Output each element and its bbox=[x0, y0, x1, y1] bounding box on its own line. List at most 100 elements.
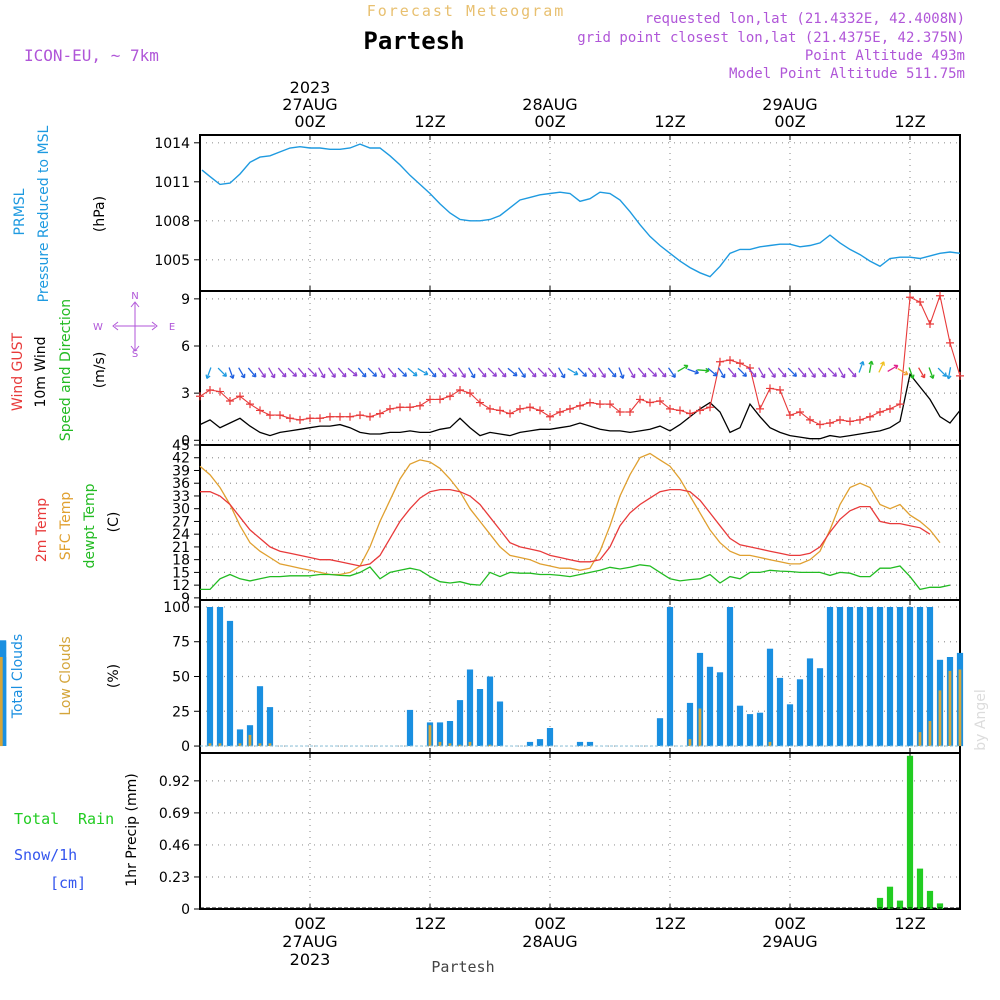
temperature-ytick-label-11: 42 bbox=[172, 451, 190, 467]
wind-arrow-16 bbox=[367, 367, 378, 378]
wind-arrow-43 bbox=[637, 367, 647, 378]
temp-label-dewpt: dewpt Temp bbox=[82, 483, 98, 568]
wind-arrow-15 bbox=[357, 367, 367, 378]
gust-point-58 bbox=[776, 386, 784, 394]
compass-n: N bbox=[131, 291, 138, 302]
gust-point-11 bbox=[306, 414, 314, 423]
total-cloud-bar-59 bbox=[796, 679, 804, 747]
rain-label-rain: Rain bbox=[78, 810, 114, 828]
low-cloud-bar-72 bbox=[928, 721, 932, 746]
time-top-label-4-0: 29AUG bbox=[762, 95, 817, 114]
gust-point-14 bbox=[336, 412, 344, 421]
gust-point-73 bbox=[926, 320, 934, 328]
pressure-label-msl: Pressure Reduced to MSL bbox=[36, 125, 52, 302]
wind-arrow-70 bbox=[908, 367, 915, 380]
pressure-frame bbox=[199, 134, 961, 292]
gust-point-70 bbox=[896, 400, 904, 409]
total-cloud-bar-1 bbox=[216, 607, 224, 747]
watermark: by Angel bbox=[973, 689, 989, 750]
wind-arrow-49 bbox=[697, 367, 710, 374]
precip-bar-4 bbox=[916, 868, 924, 909]
model-name: ICON-EU, ~ 7km bbox=[24, 46, 159, 65]
wind-arrow-45 bbox=[657, 367, 667, 378]
gust-point-17 bbox=[366, 412, 374, 421]
total-cloud-bar-0 bbox=[206, 607, 214, 747]
gust-point-7 bbox=[266, 411, 274, 420]
point-altitude: Point Altitude 493m bbox=[805, 48, 965, 64]
total-cloud-bar-46 bbox=[666, 607, 674, 747]
total-cloud-bar-6 bbox=[266, 707, 274, 746]
temperature-ytick-label-7: 30 bbox=[172, 502, 190, 518]
wind-label-speed-dir: Speed and Direction bbox=[58, 299, 74, 441]
total-cloud-bar-55 bbox=[756, 712, 764, 747]
footer-location: Partesh bbox=[431, 958, 494, 976]
precip-unit: 1hr Precip (mm) bbox=[124, 773, 140, 886]
low-cloud-bar-3 bbox=[238, 743, 242, 747]
low-cloud-bar-48 bbox=[688, 739, 692, 747]
gust-point-67 bbox=[866, 412, 874, 421]
clouds-ytick-label-2: 50 bbox=[172, 670, 190, 686]
gust-point-13 bbox=[326, 412, 334, 421]
gust-point-37 bbox=[566, 404, 574, 413]
requested-coords: requested lon,lat (21.4332E, 42.4008N) bbox=[645, 11, 965, 27]
wind-arrow-74 bbox=[946, 367, 952, 380]
wind-arrow-12 bbox=[327, 367, 336, 378]
wind-arrow-33 bbox=[537, 367, 548, 378]
location-title: Partesh bbox=[363, 27, 464, 55]
gust-point-68 bbox=[876, 408, 884, 416]
time-bottom-label-0-1: 27AUG bbox=[282, 932, 337, 951]
wind-arrow-34 bbox=[547, 367, 557, 378]
total-cloud-bar-23 bbox=[436, 722, 444, 746]
gust-point-20 bbox=[396, 403, 404, 412]
precip-ytick-label-0: 0 bbox=[181, 902, 190, 918]
wind-arrow-13 bbox=[337, 367, 347, 378]
total-cloud-bar-50 bbox=[706, 666, 714, 747]
total-cloud-bar-70 bbox=[906, 607, 914, 747]
wind-arrow-72 bbox=[928, 367, 935, 380]
gust-point-48 bbox=[676, 406, 684, 415]
wind-arrow-2 bbox=[228, 367, 235, 380]
low-cloud-bar-75 bbox=[958, 669, 962, 746]
precip-bar-5 bbox=[926, 890, 934, 909]
time-top-label-0-2: 00Z bbox=[294, 112, 325, 131]
total-cloud-bar-49 bbox=[696, 652, 704, 747]
total-cloud-bar-37 bbox=[576, 741, 584, 747]
gust-point-41 bbox=[606, 400, 614, 409]
wind-arrow-48 bbox=[687, 368, 700, 375]
total-cloud-bar-54 bbox=[746, 714, 754, 747]
pressure-labels: PRMSL Pressure Reduced to MSL (hPa) bbox=[12, 125, 108, 302]
wind-arrow-5 bbox=[257, 367, 266, 378]
gust-point-47 bbox=[666, 404, 674, 413]
gust-point-72 bbox=[916, 298, 924, 306]
wind-arrow-41 bbox=[618, 367, 625, 380]
gust-point-74 bbox=[936, 291, 944, 300]
gust-point-21 bbox=[406, 403, 414, 412]
gust-point-44 bbox=[636, 395, 644, 404]
wind-unit: (m/s) bbox=[92, 352, 108, 389]
wind-arrow-25 bbox=[457, 367, 466, 378]
time-bottom-label-5-0: 12Z bbox=[894, 914, 925, 933]
total-cloud-bar-38 bbox=[586, 741, 594, 747]
low-cloud-bar-22 bbox=[428, 725, 432, 747]
wind-arrow-3 bbox=[238, 367, 246, 379]
wind-arrow-46 bbox=[667, 367, 676, 378]
gust-point-53 bbox=[726, 356, 734, 365]
wind-arrow-71 bbox=[918, 367, 926, 379]
time-bottom-label-2-0: 00Z bbox=[534, 914, 565, 933]
low-cloud-bar-1 bbox=[218, 743, 222, 747]
compass-arrows bbox=[112, 301, 158, 352]
pressure-ytick-label-3: 1014 bbox=[154, 136, 190, 152]
gust-point-65 bbox=[846, 417, 854, 426]
pressure-line bbox=[201, 143, 961, 278]
wind-arrow-59 bbox=[797, 367, 807, 378]
temperature-ytick-label-9: 36 bbox=[172, 476, 190, 492]
rain-labels: Total Rain Snow/1h [cm] 1hr Precip (mm) bbox=[14, 773, 140, 892]
gust-point-42 bbox=[616, 408, 624, 416]
wind-arrow-18 bbox=[387, 367, 397, 378]
total-cloud-bar-29 bbox=[496, 701, 504, 746]
total-cloud-bar-28 bbox=[486, 676, 494, 746]
total-cloud-bar-5 bbox=[256, 686, 264, 746]
wind-arrow-47 bbox=[677, 364, 689, 372]
